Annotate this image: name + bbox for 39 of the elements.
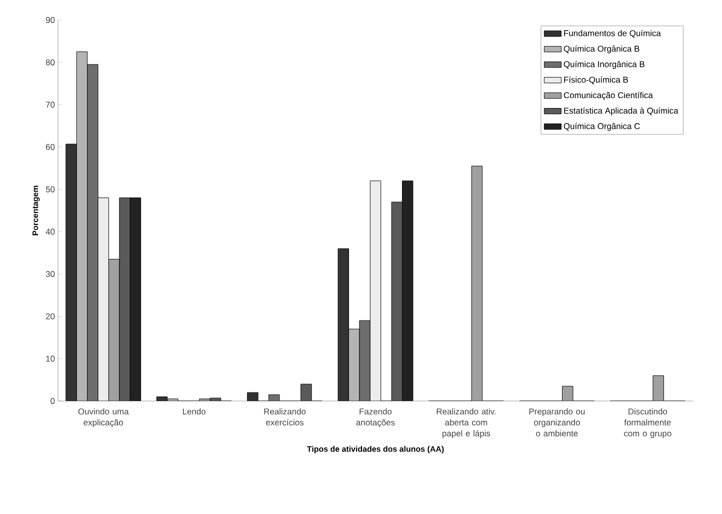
- x-tick-label: Fazendo anotações: [356, 408, 395, 428]
- bar: [98, 198, 109, 401]
- x-tick-label: Realizando ativ. aberta com papel e lápis: [436, 408, 496, 438]
- y-tick-label: 80: [46, 59, 55, 66]
- x-tick-label: Realizando exercícios: [264, 408, 306, 426]
- bar: [348, 328, 360, 401]
- y-tick-label: 70: [46, 102, 55, 108]
- legend-label: Química Orgânica C: [564, 122, 640, 131]
- legend-label: Química Orgânica B: [564, 45, 640, 54]
- legend-label: Fundamentos de Química: [564, 30, 661, 38]
- bar: [391, 202, 403, 401]
- y-tick-label: 50: [46, 186, 55, 192]
- bar: [370, 180, 382, 401]
- legend-label: Química Inorgânica B: [564, 60, 644, 69]
- bar: [119, 198, 130, 401]
- bar: [652, 375, 664, 401]
- y-tick-label: 30: [46, 271, 55, 277]
- bar: [76, 52, 88, 401]
- legend-label: Físico-Química B: [564, 76, 628, 84]
- y-tick-label: 40: [46, 228, 55, 235]
- bar: [338, 248, 350, 401]
- y-tick-label: 20: [46, 313, 55, 320]
- bar: [359, 320, 370, 401]
- y-tick-label: 10: [46, 356, 55, 362]
- bar: [87, 64, 98, 401]
- x-tick-label: Discutindo formalmente com o grupo: [624, 408, 672, 438]
- y-tick-label: 0: [50, 398, 55, 404]
- legend-label: Comunicação Científica: [564, 92, 653, 100]
- y-tick-label: 90: [46, 17, 55, 23]
- bar: [402, 180, 414, 401]
- bar: [130, 198, 142, 401]
- x-tick-label: Preparando ou organizando o ambiente: [529, 408, 585, 436]
- legend-label: Estatística Aplicada à Química: [564, 107, 678, 116]
- bar: [471, 166, 483, 401]
- bar: [66, 144, 77, 401]
- y-tick-label: 60: [46, 144, 55, 150]
- bar: [108, 258, 120, 401]
- x-tick-label: Lendo: [182, 408, 206, 414]
- x-tick-label: Ouvindo uma explicação: [78, 408, 129, 428]
